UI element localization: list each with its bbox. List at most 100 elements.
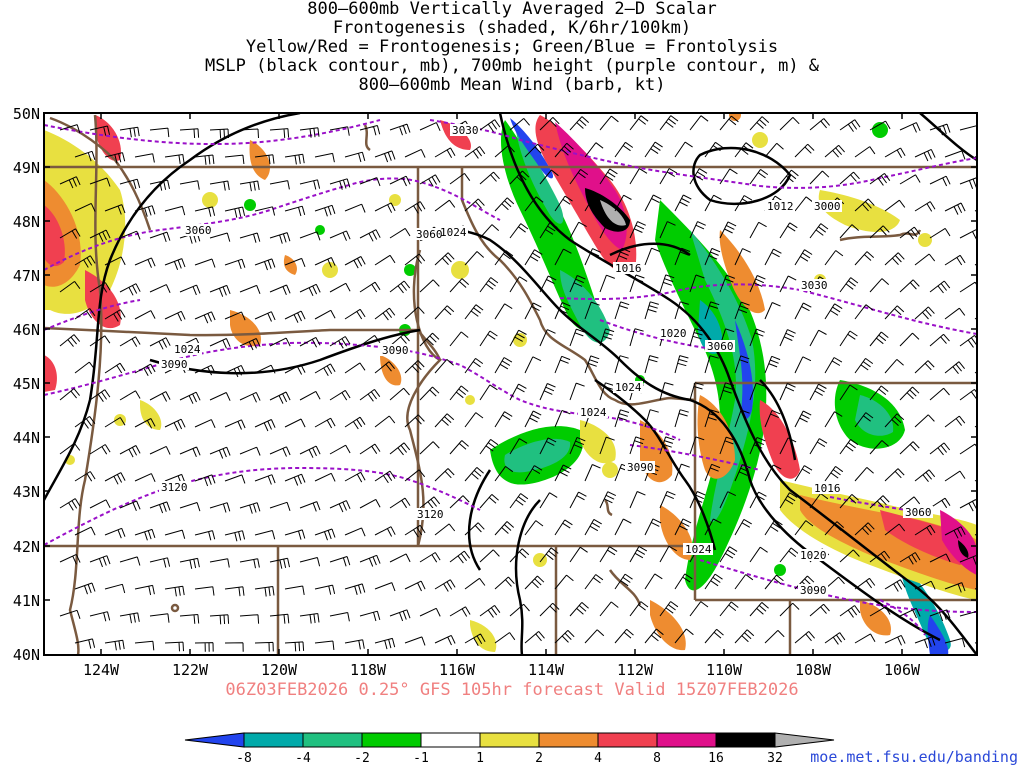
wind-barb	[749, 168, 769, 185]
wind-barb	[794, 196, 814, 212]
wind-barb	[944, 361, 965, 375]
height-label-text: 3030	[452, 124, 479, 137]
wind-barb	[314, 204, 336, 217]
mslp-label: 1012	[765, 200, 795, 213]
wind-barb	[74, 150, 96, 162]
wind-barb	[134, 363, 156, 377]
wind-barb	[719, 491, 737, 509]
wind-barb	[119, 390, 141, 401]
wind-barb	[239, 614, 260, 624]
wind-barb	[899, 496, 921, 509]
wind-barb	[404, 148, 426, 158]
wind-barb	[674, 301, 689, 320]
wind-barb	[284, 473, 306, 486]
wind-barb	[314, 528, 336, 541]
lon-label: 122W	[172, 661, 209, 679]
wind-barb	[644, 628, 664, 644]
colorbar-label: 32	[767, 751, 783, 766]
wind-barb	[479, 224, 500, 239]
wind-barb	[404, 580, 426, 592]
colorbar-swatch	[243, 732, 304, 748]
wind-barb	[389, 175, 411, 187]
wind-barb	[824, 632, 846, 645]
wind-barb	[569, 382, 585, 401]
lat-label: 46N	[13, 321, 40, 339]
lat-label: 49N	[13, 159, 40, 177]
wind-barb	[899, 279, 920, 293]
title-line-5: 800–600mb Mean Wind (barb, kt)	[358, 75, 666, 95]
wind-barb	[224, 642, 244, 652]
plot-frame	[43, 112, 978, 656]
wind-barb	[284, 364, 306, 375]
wind-barb	[674, 194, 692, 212]
wind-barb	[89, 444, 111, 455]
wind-barb	[59, 124, 81, 134]
wind-barb	[539, 275, 557, 293]
wind-barb	[809, 170, 830, 185]
wind-barb	[59, 609, 81, 619]
wind-barb	[239, 232, 261, 243]
wind-barb	[584, 301, 600, 320]
mslp-label: 1024	[578, 406, 608, 419]
wind-barb	[824, 465, 844, 482]
wind-barb	[359, 229, 381, 242]
wind-barb	[344, 639, 365, 650]
wind-barb	[344, 416, 366, 430]
wind-barb	[224, 474, 246, 484]
height-label-text: 3120	[161, 481, 188, 494]
wind-barb	[809, 438, 828, 455]
wind-barb	[659, 490, 676, 509]
wind-barb	[944, 202, 966, 215]
wind-barb	[539, 383, 556, 401]
colorbar-label: -1	[413, 751, 429, 766]
wind-barb	[119, 126, 140, 138]
wind-barb	[689, 491, 706, 509]
wind-barb	[239, 338, 261, 351]
wind-barb	[524, 410, 542, 428]
wind-barb	[599, 382, 615, 401]
wind-barb	[434, 413, 455, 428]
axis-ticks	[44, 113, 977, 655]
wind-barb	[614, 355, 629, 374]
wind-barb	[299, 127, 320, 138]
wind-barb	[869, 550, 891, 563]
wind-barb	[59, 176, 81, 189]
credit-link[interactable]: moe.met.fsu.edu/banding	[810, 748, 1018, 766]
wind-barb	[149, 179, 170, 191]
wind-barb	[884, 252, 905, 266]
wind-barb	[959, 281, 977, 293]
wind-barb	[134, 418, 156, 429]
wind-barb	[284, 257, 306, 267]
lat-label: 50N	[13, 105, 40, 123]
height-label-text: 3090	[800, 584, 827, 597]
wind-barb	[734, 142, 754, 158]
wind-barb	[284, 310, 306, 323]
wind-barb	[569, 116, 590, 131]
wind-barb	[734, 409, 750, 428]
wind-barb	[74, 255, 96, 268]
wind-barb	[524, 465, 543, 482]
wind-barb	[269, 180, 290, 190]
wind-barb	[944, 307, 966, 320]
wind-barb	[734, 464, 751, 482]
wind-barb	[794, 520, 814, 536]
wind-barb	[74, 526, 96, 536]
wind-barb	[479, 384, 498, 401]
wind-barb	[599, 436, 615, 455]
wind-barb	[524, 249, 543, 266]
wind-barb	[74, 471, 96, 482]
wind-barb	[524, 356, 542, 374]
wind-barb	[119, 612, 140, 624]
wind-barb	[479, 277, 499, 293]
wind-barb	[539, 329, 556, 347]
wind-barb	[899, 174, 921, 185]
wind-barb	[614, 409, 630, 428]
wind-barb	[449, 606, 471, 617]
wind-barb	[149, 337, 171, 350]
wind-barb	[599, 491, 617, 509]
wind-barb	[149, 557, 171, 568]
wind-barb	[539, 547, 559, 563]
wind-barb	[959, 388, 977, 401]
wind-barb	[119, 500, 141, 511]
wind-barb	[704, 355, 719, 374]
